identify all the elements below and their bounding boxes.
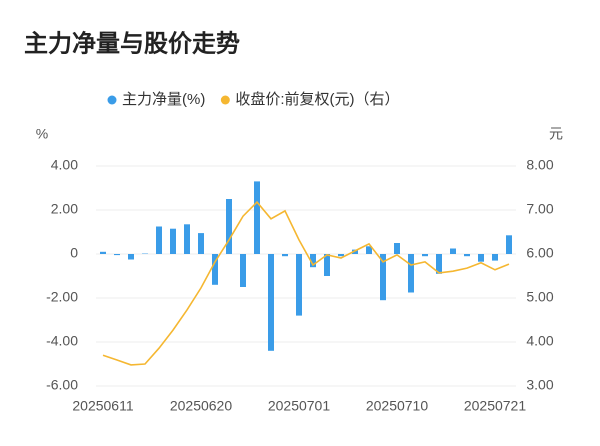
bar: [492, 254, 498, 261]
legend-label: 主力净量(%): [122, 91, 205, 108]
bar: [450, 248, 456, 254]
x-tick-label: 20250611: [72, 398, 133, 414]
chart-title: 主力净量与股价走势: [24, 29, 240, 57]
legend-label: 收盘价:前复权(元)（右）: [235, 90, 399, 108]
y2-tick-label: 6.00: [526, 245, 553, 261]
bar: [506, 235, 512, 254]
bar: [464, 254, 470, 257]
y-tick-label: 4.00: [51, 157, 78, 173]
y2-tick-label: 7.00: [526, 201, 553, 217]
x-tick-label: 20250701: [268, 398, 331, 414]
bar: [240, 254, 246, 287]
y-tick-label: 2.00: [51, 201, 78, 217]
bar: [198, 233, 204, 254]
x-tick-label: 20250721: [464, 398, 527, 414]
bar: [408, 254, 414, 293]
x-tick-label: 20250710: [366, 398, 429, 414]
bar: [310, 254, 316, 268]
y2-tick-label: 8.00: [526, 157, 553, 173]
bar: [380, 254, 386, 301]
bar: [324, 254, 330, 276]
y-tick-label: -2.00: [46, 289, 78, 305]
bar: [212, 254, 218, 285]
bar: [366, 246, 372, 254]
y2-tick-label: 3.00: [526, 377, 553, 393]
y2-tick-label: 4.00: [526, 333, 553, 349]
y2-axis-unit: 元: [549, 126, 563, 142]
legend-marker: [220, 95, 230, 105]
bar: [170, 228, 176, 254]
price-line: [102, 200, 510, 366]
bar: [156, 226, 162, 254]
bar: [184, 224, 190, 254]
bar: [100, 251, 106, 254]
y-tick-label: -4.00: [46, 333, 78, 349]
bar: [114, 254, 120, 256]
bar: [254, 181, 260, 254]
bar: [128, 254, 134, 260]
y2-tick-label: 5.00: [526, 289, 553, 305]
bar: [352, 249, 358, 254]
bar: [478, 254, 484, 262]
legend-marker: [107, 95, 117, 105]
bar: [422, 254, 428, 257]
bar: [282, 254, 288, 257]
bar: [436, 254, 442, 274]
y-tick-label: 0: [70, 245, 78, 261]
bar: [296, 254, 302, 316]
x-tick-label: 20250620: [170, 398, 233, 414]
y-axis-unit: %: [36, 126, 48, 142]
bar: [394, 243, 400, 254]
y-tick-label: -6.00: [46, 377, 78, 393]
bar: [268, 254, 274, 351]
bar: [338, 254, 344, 257]
bar: [226, 199, 232, 254]
